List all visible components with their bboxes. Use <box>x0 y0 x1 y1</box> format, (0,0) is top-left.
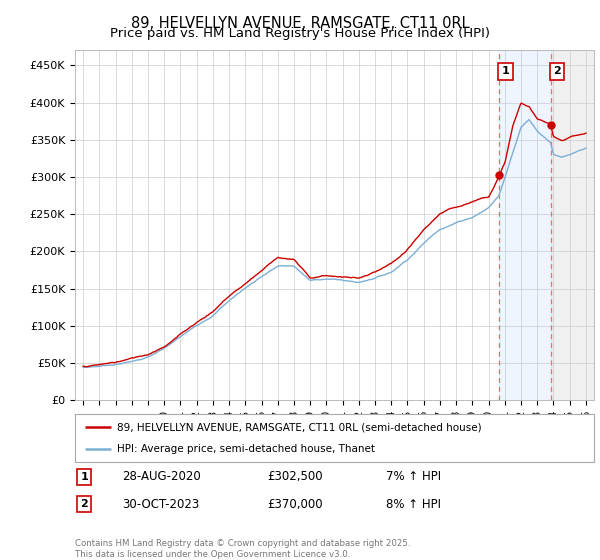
Text: £370,000: £370,000 <box>267 498 323 511</box>
Bar <box>551 50 594 400</box>
Text: 8% ↑ HPI: 8% ↑ HPI <box>386 498 442 511</box>
Text: HPI: Average price, semi-detached house, Thanet: HPI: Average price, semi-detached house,… <box>116 444 374 454</box>
Text: 1: 1 <box>80 472 88 482</box>
Text: 89, HELVELLYN AVENUE, RAMSGATE, CT11 0RL: 89, HELVELLYN AVENUE, RAMSGATE, CT11 0RL <box>131 16 469 31</box>
Text: 7% ↑ HPI: 7% ↑ HPI <box>386 470 442 483</box>
Text: Contains HM Land Registry data © Crown copyright and database right 2025.
This d: Contains HM Land Registry data © Crown c… <box>75 539 410 559</box>
Text: 2: 2 <box>80 500 88 509</box>
Text: 28-AUG-2020: 28-AUG-2020 <box>122 470 200 483</box>
Text: 89, HELVELLYN AVENUE, RAMSGATE, CT11 0RL (semi-detached house): 89, HELVELLYN AVENUE, RAMSGATE, CT11 0RL… <box>116 422 481 432</box>
Text: Price paid vs. HM Land Registry's House Price Index (HPI): Price paid vs. HM Land Registry's House … <box>110 27 490 40</box>
Bar <box>551 50 594 400</box>
Bar <box>499 50 551 400</box>
Text: £302,500: £302,500 <box>267 470 323 483</box>
Text: 2: 2 <box>553 67 561 76</box>
Text: 30-OCT-2023: 30-OCT-2023 <box>122 498 199 511</box>
Text: 1: 1 <box>502 67 509 76</box>
